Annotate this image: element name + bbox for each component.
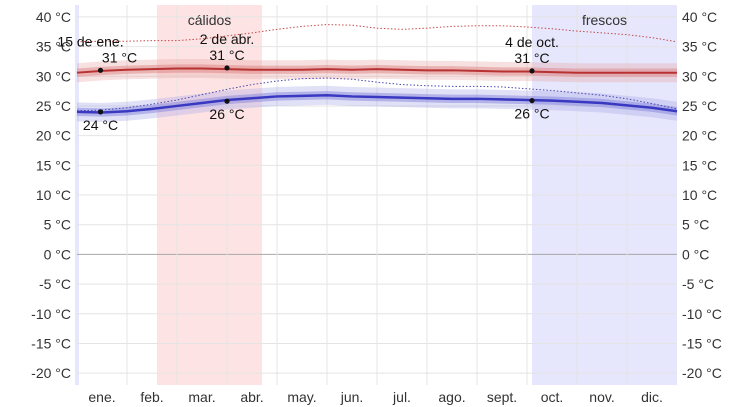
y-tick-label-left: 10 °C — [36, 187, 71, 203]
y-tick-label-left: 25 °C — [36, 98, 71, 114]
y-tick-label-left: -20 °C — [31, 365, 71, 381]
annotation-date: 2 de abr. — [200, 31, 255, 47]
y-tick-label-right: -10 °C — [682, 306, 722, 322]
season-label: frescos — [582, 12, 627, 28]
annotation-value: 26 °C — [514, 106, 549, 122]
y-tick-label-left: 15 °C — [36, 157, 71, 173]
annotation-value: 31 °C — [209, 47, 244, 63]
month-label: sept. — [487, 389, 517, 405]
season-label: cálidos — [188, 12, 232, 28]
month-label: jun. — [340, 389, 364, 405]
annotation-point — [529, 97, 535, 104]
y-tick-label-left: -15 °C — [31, 335, 71, 351]
y-tick-label-left: 35 °C — [36, 39, 71, 55]
y-tick-label-left: -10 °C — [31, 306, 71, 322]
annotation-value: 24 °C — [83, 117, 118, 133]
average-high-line — [76, 67, 677, 74]
annotation-value: 31 °C — [102, 49, 137, 65]
annotation-point — [529, 68, 535, 74]
y-tick-label-right: 30 °C — [682, 68, 717, 84]
y-tick-label-left: 5 °C — [44, 217, 71, 233]
low-inner-band — [77, 91, 677, 117]
average-low-line — [76, 93, 678, 114]
y-tick-label-right: -5 °C — [682, 276, 714, 292]
annotation-value: 31 °C — [514, 50, 549, 66]
month-label: jul. — [392, 389, 411, 405]
y-tick-label-right: 25 °C — [682, 98, 717, 114]
y-tick-label-left: 20 °C — [36, 128, 71, 144]
month-label: dic. — [641, 389, 663, 405]
y-tick-label-right: 10 °C — [682, 187, 717, 203]
month-label: nov. — [589, 389, 614, 405]
y-tick-label-right: 5 °C — [682, 217, 709, 233]
annotation-point — [224, 98, 230, 104]
y-tick-label-right: -20 °C — [682, 365, 722, 381]
y-tick-label-right: 20 °C — [682, 128, 717, 144]
y-tick-label-right: 40 °C — [682, 9, 717, 25]
y-tick-label-left: 40 °C — [36, 9, 71, 25]
annotation-point — [97, 109, 104, 115]
low-outer-band — [77, 85, 677, 122]
y-tick-label-right: 0 °C — [682, 246, 709, 262]
p90-high-line — [76, 24, 678, 43]
y-tick-label-left: -5 °C — [39, 276, 71, 292]
annotation-value: 26 °C — [209, 106, 244, 122]
month-label: mar. — [188, 389, 215, 405]
y-tick-label-left: 30 °C — [36, 68, 71, 84]
y-tick-label-right: 15 °C — [682, 157, 717, 173]
annotation-point — [97, 67, 104, 73]
y-tick-label-right: -15 °C — [682, 335, 722, 351]
month-label: may. — [287, 389, 316, 405]
month-label: abr. — [240, 389, 263, 405]
month-label: ene. — [88, 389, 115, 405]
month-label: oct. — [541, 389, 564, 405]
y-tick-label-left: 0 °C — [44, 246, 71, 262]
high-outer-band — [77, 59, 677, 83]
y-tick-label-right: 35 °C — [682, 39, 717, 55]
annotation-point — [224, 65, 230, 71]
annotation-date: 15 de ene. — [57, 33, 123, 49]
annotation-date: 4 de oct. — [505, 34, 559, 50]
month-label: ago. — [438, 389, 465, 405]
month-label: feb. — [140, 389, 163, 405]
